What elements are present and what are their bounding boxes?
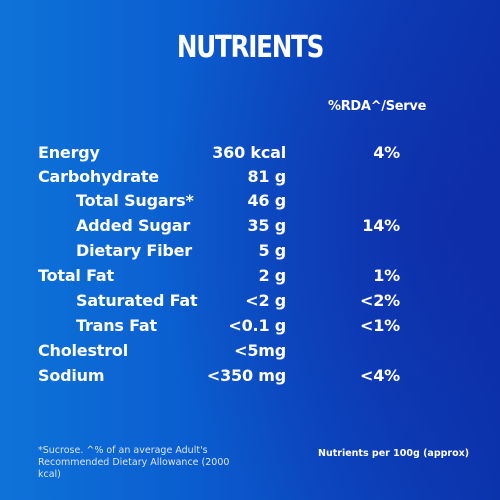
nutrient-amount: <2 g [245,291,286,310]
nutrient-name: Energy [38,143,100,162]
nutrient-amount: <350 mg [206,366,286,385]
nutrient-rda: <4% [360,366,400,385]
nutrient-row-carbohydrate: Carbohydrate 81 g [0,167,500,192]
nutrient-name: Carbohydrate [38,167,159,186]
nutrient-rda: 1% [373,266,400,285]
nutrient-row-dietary-fiber: Dietary Fiber 5 g [0,241,500,266]
nutrient-name: Dietary Fiber [76,241,192,260]
nutrient-amount: 2 g [258,266,286,285]
nutrient-amount: 5 g [258,241,286,260]
nutrient-amount: 46 g [247,191,287,210]
nutrient-rda: 14% [362,216,400,235]
nutrient-row-added-sugar: Added Sugar 35 g 14% [0,216,500,241]
nutrient-row-total-fat: Total Fat 2 g 1% [0,266,500,291]
nutrient-name: Total Sugars* [76,191,194,210]
nutrient-name: Added Sugar [76,216,191,235]
nutrient-amount: 360 kcal [212,143,286,162]
nutrient-row-sodium: Sodium <350 mg <4% [0,366,500,391]
panel-title: NUTRIENTS [176,30,324,65]
nutrient-row-trans-fat: Trans Fat <0.1 g <1% [0,316,500,341]
nutrient-amount: 81 g [247,167,287,186]
nutrient-name: Trans Fat [76,316,157,335]
footnote: *Sucrose. ^% of an average Adult's Recom… [38,445,230,480]
rda-column-header: %RDA^/Serve [328,99,427,114]
nutrient-name: Sodium [38,366,105,385]
nutrient-name: Saturated Fat [76,291,198,310]
nutrient-row-saturated-fat: Saturated Fat <2 g <2% [0,291,500,316]
nutrient-rda: <1% [360,316,400,335]
per-100g-note: Nutrients per 100g (approx) [318,448,470,459]
nutrient-amount: <0.1 g [228,316,286,335]
nutrient-row-energy: Energy 360 kcal 4% [0,143,500,168]
nutrient-rda: 4% [373,143,400,162]
nutrient-name: Total Fat [38,266,114,285]
nutrient-name: Cholestrol [38,341,129,360]
nutrient-row-total-sugars: Total Sugars* 46 g [0,191,500,216]
nutrient-rda: <2% [360,291,400,310]
nutrient-amount: <5mg [234,341,286,360]
nutrient-amount: 35 g [247,216,287,235]
nutrient-row-cholestrol: Cholestrol <5mg [0,341,500,366]
